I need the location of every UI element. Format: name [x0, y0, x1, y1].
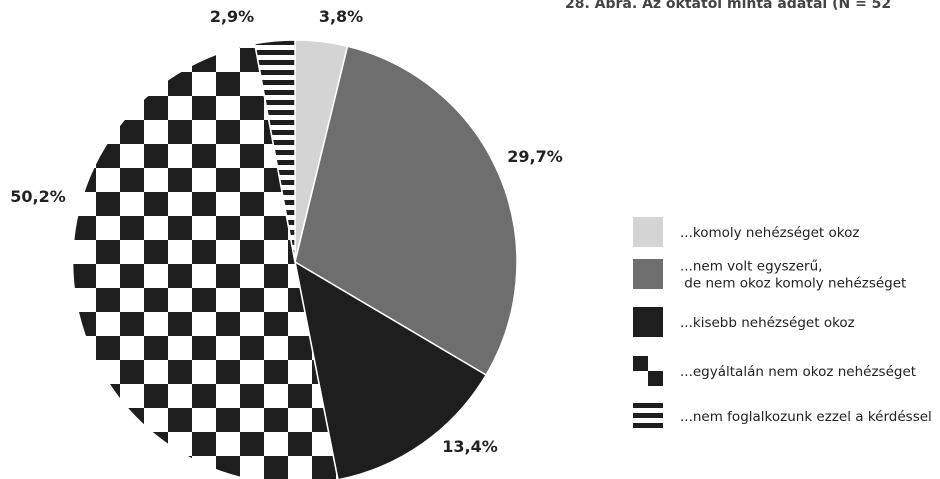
slice-value-label: 29,7% — [507, 147, 563, 166]
slice-value-label: 13,4% — [442, 437, 498, 456]
legend-swatch-cell — [633, 356, 648, 371]
legend-item: ...nem foglalkozunk ezzel a kérdéssel — [633, 401, 932, 431]
legend-label: ...nem foglalkozunk ezzel a kérdéssel — [680, 409, 932, 425]
legend-label: ...nem volt egyszerű, de nem okoz komoly… — [680, 259, 906, 292]
slice-value-label: 50,2% — [10, 187, 66, 206]
chart-title: 28. Ábra. Az oktatói minta adatai (N = 5… — [565, 0, 891, 12]
legend-label: ...kisebb nehézséget okoz — [680, 315, 855, 331]
legend-item: ...egyáltalán nem okoz nehézséget — [633, 356, 916, 386]
pie-slice-2 — [294, 45, 518, 377]
legend: ...komoly nehézséget okoz ...nem volt egy… — [633, 217, 932, 431]
legend-swatch — [633, 307, 663, 337]
slice-value-label: 3,8% — [319, 7, 363, 26]
legend-label: ...komoly nehézséget okoz — [680, 225, 859, 241]
legend-swatch-stripe — [633, 423, 663, 428]
pie-slices — [71, 39, 518, 479]
legend-item: ...komoly nehézséget okoz — [633, 217, 859, 247]
pie-value-labels: 3,8% 29,7% 13,4% 50,2% 2,9% — [10, 7, 563, 456]
pie-slice-4 — [71, 42, 339, 479]
legend-swatch — [633, 217, 663, 247]
legend-label: ...egyáltalán nem okoz nehézséget — [680, 364, 916, 380]
legend-swatch-cell — [648, 371, 663, 386]
pie-slice-3 — [293, 260, 488, 479]
legend-swatch-stripe — [633, 403, 663, 408]
legend-swatch-stripe — [633, 413, 663, 418]
slice-value-label: 2,9% — [210, 7, 254, 26]
legend-item: ...nem volt egyszerű, de nem okoz komoly… — [633, 259, 906, 292]
legend-swatch — [633, 259, 663, 289]
pie-slice-5 — [253, 39, 296, 263]
legend-item: ...kisebb nehézséget okoz — [633, 307, 855, 337]
